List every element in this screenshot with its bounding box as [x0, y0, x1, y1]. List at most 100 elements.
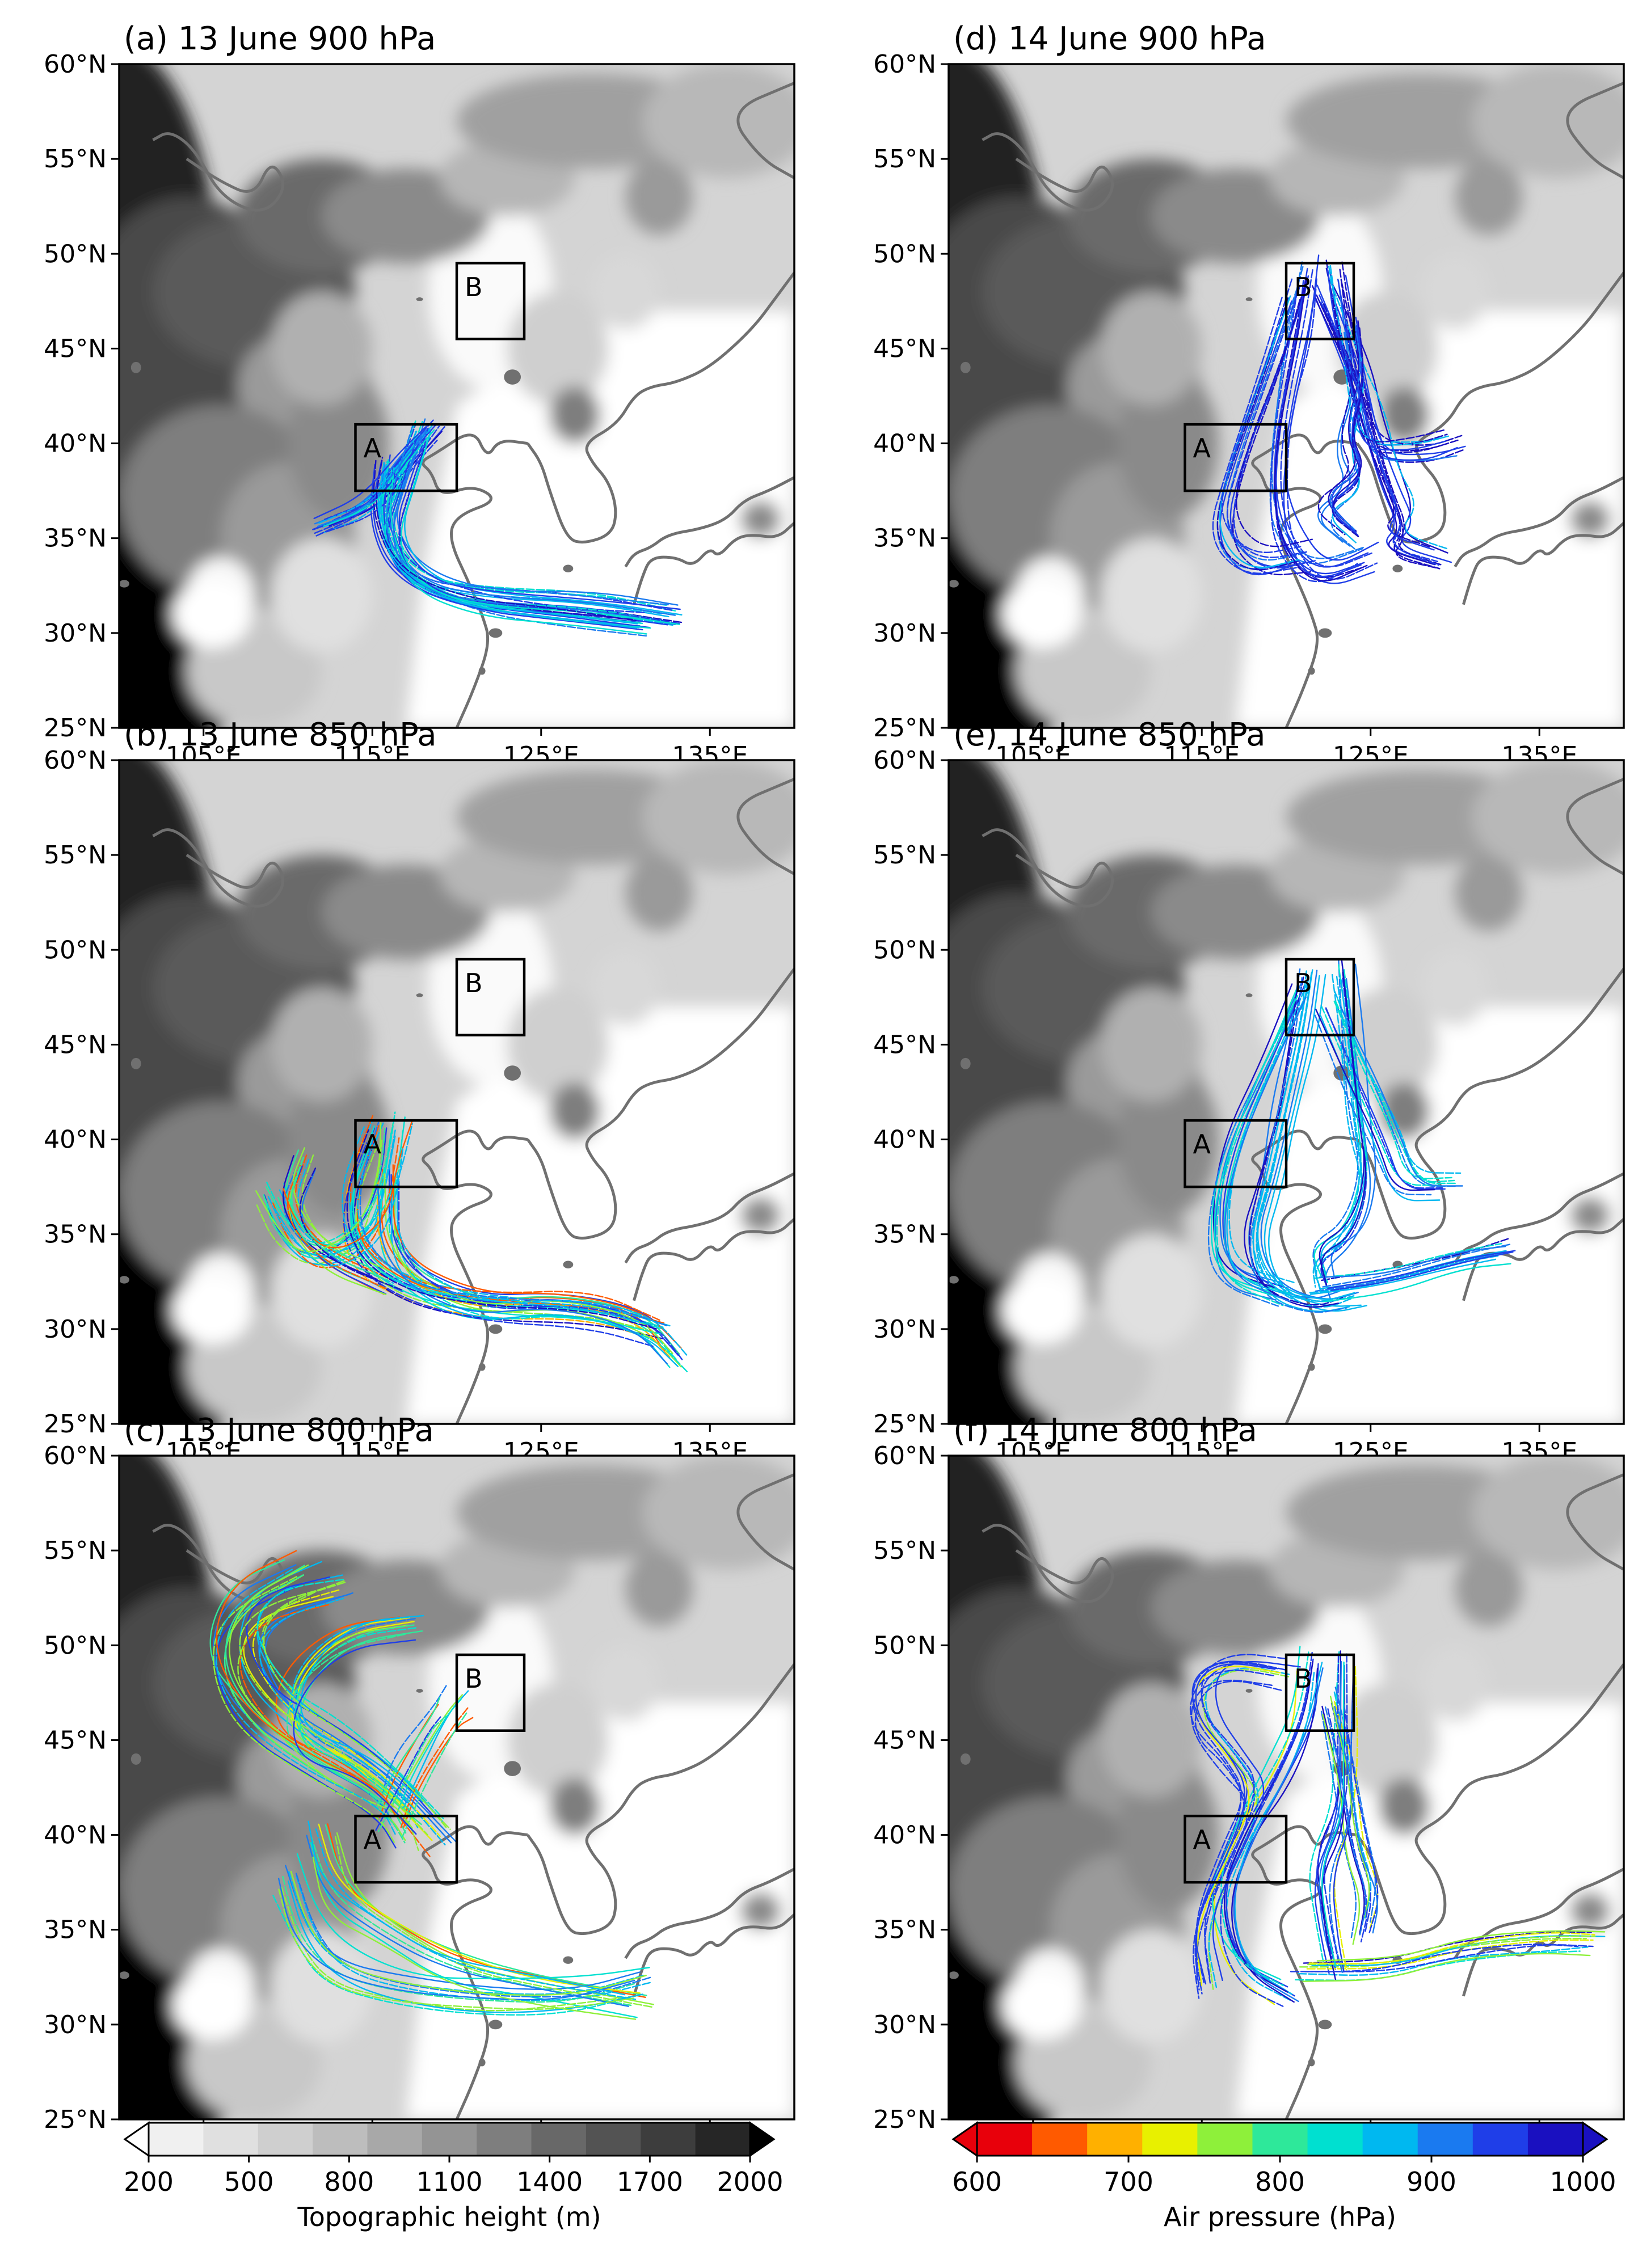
- panel-title: (b) 13 June 850 hPa: [124, 716, 437, 753]
- colorbar-swatch: [313, 2123, 368, 2156]
- trajectory-line: [277, 1878, 635, 2001]
- trajectory-line: [1195, 1663, 1276, 1985]
- lat-tick-label: 55°N: [873, 1536, 936, 1565]
- trajectory-line: [379, 1685, 447, 1807]
- trajectory-line: [267, 1129, 396, 1257]
- trajectory-layer: [1212, 254, 1466, 584]
- trajectory-line: [1270, 279, 1358, 583]
- trajectory-line: [229, 1564, 413, 1829]
- trajectory-line: [216, 1569, 397, 1836]
- trajectory-line: [376, 457, 637, 622]
- lat-tick-label: 40°N: [44, 429, 107, 458]
- region-box-label: A: [1193, 1129, 1211, 1160]
- region-box-label: A: [364, 433, 382, 463]
- region-box-b: [1285, 958, 1355, 1036]
- lat-tick-label: 30°N: [873, 619, 936, 648]
- trajectory-line: [377, 1184, 668, 1365]
- trajectory-line: [400, 1707, 469, 1828]
- region-box-label: A: [1193, 433, 1211, 463]
- trajectory-line: [1320, 972, 1367, 1285]
- colorbar-tick-label: 2000: [717, 2166, 783, 2197]
- trajectory-line: [383, 468, 643, 631]
- colorbar-swatch: [477, 2123, 532, 2156]
- trajectory-line: [278, 1888, 634, 2010]
- trajectory-line: [323, 429, 435, 527]
- topography-layer: [949, 1456, 1624, 2119]
- trajectory-line: [398, 427, 681, 610]
- trajectory-line: [386, 420, 667, 606]
- trajectory-line: [1190, 1679, 1273, 1999]
- colorbar-tick-label: 1000: [1549, 2166, 1616, 2197]
- region-box-label: A: [364, 1824, 382, 1855]
- region-box-label: A: [1193, 1824, 1211, 1855]
- trajectory-line: [402, 1690, 469, 1810]
- trajectory-line: [1216, 297, 1295, 570]
- colorbar-swatch: [1527, 2123, 1584, 2156]
- trajectory-line: [400, 438, 681, 625]
- trajectory-line: [1192, 1662, 1279, 1983]
- trajectory-line: [287, 1880, 643, 2013]
- colorbar-swatch: [1032, 2123, 1088, 2156]
- topography-layer: [119, 1456, 794, 2119]
- trajectory-line: [1321, 1662, 1345, 1967]
- trajectory-line: [1317, 324, 1353, 536]
- lat-tick-label: 60°N: [873, 1441, 936, 1470]
- trajectory-line: [283, 1120, 413, 1249]
- lat-tick-label: 55°N: [873, 841, 936, 870]
- trajectory-line: [1219, 295, 1300, 568]
- colorbar-swatch: [422, 2123, 477, 2156]
- region-box-label: A: [364, 1129, 382, 1160]
- lat-tick-label: 55°N: [44, 841, 107, 870]
- trajectory-line: [1345, 275, 1466, 456]
- trajectory-line: [1332, 327, 1364, 538]
- lat-tick-label: 55°N: [44, 145, 107, 174]
- map-panel-b: A B (b) 13 June 850 hPa 25°N 30°N 35°N 40°N 45°…: [44, 716, 795, 1466]
- lat-tick-label: 35°N: [873, 1220, 936, 1249]
- region-box-label: B: [465, 272, 483, 302]
- trajectory-line: [346, 1129, 658, 1330]
- topography-layer: [119, 760, 794, 1424]
- trajectory-line: [1321, 1238, 1509, 1281]
- map-frame: [947, 759, 1625, 1425]
- trajectory-line: [396, 1172, 688, 1356]
- region-box-b: [1285, 262, 1355, 340]
- lat-tick-label: 60°N: [44, 50, 107, 79]
- trajectory-line: [1326, 269, 1447, 451]
- region-box-a: [354, 1119, 458, 1188]
- lat-tick-label: 40°N: [873, 1125, 936, 1154]
- trajectory-line: [1316, 1930, 1606, 1962]
- trajectory-line: [313, 425, 427, 520]
- trajectory-line: [1298, 1946, 1589, 1976]
- trajectory-line: [1216, 996, 1298, 1306]
- colorbar-tick-label: 200: [124, 2166, 174, 2197]
- trajectory-line: [1321, 969, 1368, 1283]
- trajectory-line: [1320, 1005, 1441, 1186]
- lat-tick-label: 30°N: [44, 2010, 107, 2039]
- trajectory-line: [301, 1170, 403, 1292]
- trajectory-line: [1334, 1706, 1378, 1934]
- trajectory-line: [1321, 1705, 1365, 1934]
- trajectory-line: [296, 1853, 650, 1980]
- map-frame: [118, 759, 795, 1425]
- coastline-layer: [949, 778, 1624, 1424]
- lat-tick-label: 60°N: [873, 746, 936, 775]
- colorbar-swatch: [641, 2123, 696, 2156]
- region-box-b: [455, 958, 526, 1036]
- trajectory-line: [1274, 278, 1368, 581]
- colorbar-swatch: [367, 2123, 423, 2156]
- trajectory-line: [1309, 1651, 1340, 1963]
- coastline-layer: [119, 778, 794, 1424]
- lat-tick-label: 25°N: [873, 714, 936, 743]
- map-frame: [947, 1455, 1625, 2121]
- lat-tick-label: 35°N: [873, 1916, 936, 1945]
- region-box-b: [1285, 1653, 1355, 1732]
- trajectory-line: [1286, 278, 1378, 580]
- trajectory-line: [398, 1178, 683, 1360]
- lat-tick-label: 45°N: [44, 1726, 107, 1755]
- trajectory-line: [1249, 977, 1347, 1313]
- trajectory-line: [1194, 1680, 1282, 1995]
- trajectory-line: [300, 1614, 424, 1802]
- trajectory-line: [1320, 1014, 1441, 1202]
- colorbar-topography: 200 500 800 1100 1400 1700 2000 Topographic hei…: [123, 2121, 784, 2232]
- colorbar-swatch: [1472, 2123, 1528, 2156]
